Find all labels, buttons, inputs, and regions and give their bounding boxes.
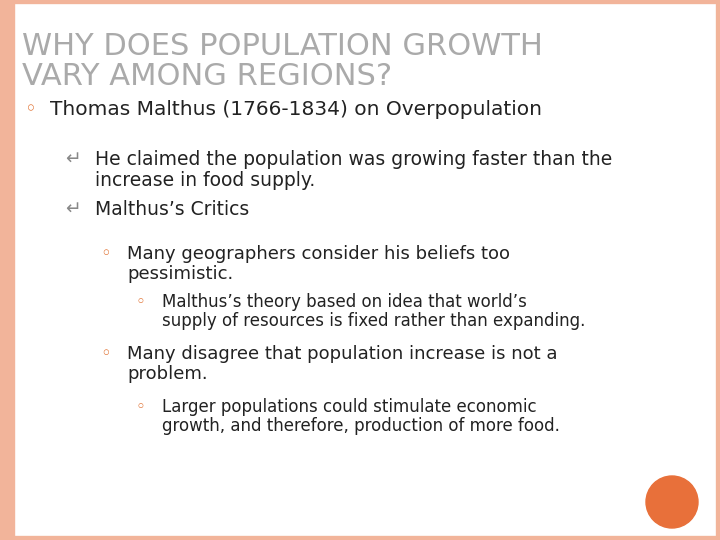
Text: ↵: ↵ xyxy=(65,200,81,219)
Text: Malthus’s Critics: Malthus’s Critics xyxy=(95,200,249,219)
Text: pessimistic.: pessimistic. xyxy=(127,265,233,283)
Text: ◦: ◦ xyxy=(100,345,111,363)
Text: increase in food supply.: increase in food supply. xyxy=(95,171,315,190)
Text: Many disagree that population increase is not a: Many disagree that population increase i… xyxy=(127,345,557,363)
Bar xyxy=(0,0,14,540)
Text: ◦: ◦ xyxy=(100,245,111,263)
Text: ◦: ◦ xyxy=(135,398,145,416)
Text: Thomas Malthus (1766-1834) on Overpopulation: Thomas Malthus (1766-1834) on Overpopula… xyxy=(50,100,542,119)
Text: problem.: problem. xyxy=(127,365,207,383)
Text: supply of resources is fixed rather than expanding.: supply of resources is fixed rather than… xyxy=(162,312,585,329)
Text: Larger populations could stimulate economic: Larger populations could stimulate econo… xyxy=(162,398,536,416)
Text: ◦: ◦ xyxy=(25,100,37,119)
Text: growth, and therefore, production of more food.: growth, and therefore, production of mor… xyxy=(162,416,560,435)
Circle shape xyxy=(646,476,698,528)
Text: Malthus’s theory based on idea that world’s: Malthus’s theory based on idea that worl… xyxy=(162,293,527,311)
Text: ↵: ↵ xyxy=(65,150,81,169)
Text: Many geographers consider his beliefs too: Many geographers consider his beliefs to… xyxy=(127,245,510,263)
Text: WHY DOES POPULATION GROWTH: WHY DOES POPULATION GROWTH xyxy=(22,32,543,61)
Text: VARY AMONG REGIONS?: VARY AMONG REGIONS? xyxy=(22,62,392,91)
Text: ◦: ◦ xyxy=(135,293,145,311)
Text: He claimed the population was growing faster than the: He claimed the population was growing fa… xyxy=(95,150,612,169)
